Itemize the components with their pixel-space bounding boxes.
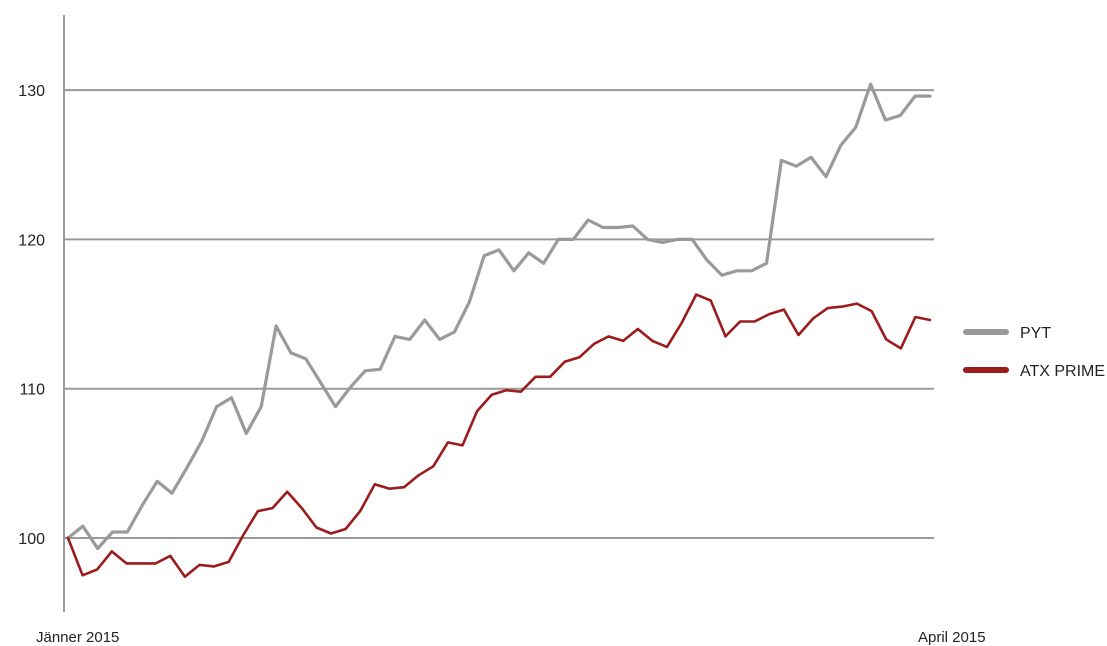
series-line-atx-prime [66,293,932,579]
y-tick-label-130: 130 [18,83,45,100]
legend-label-pyt: PYT [1020,325,1051,342]
y-tick-labels: 100 110 120 130 [18,83,45,548]
legend: PYT ATX PRIME [963,325,1105,380]
series-line-pyt [66,82,932,551]
legend-label-atx-prime: ATX PRIME [1020,363,1105,380]
gridlines [64,89,934,539]
y-tick-label-100: 100 [18,531,45,548]
x-axis-end-label: April 2015 [918,629,986,646]
y-tick-label-120: 120 [18,232,45,249]
y-tick-label-110: 110 [19,382,45,399]
x-axis-start-label: Jänner 2015 [36,629,119,646]
series-lines [66,82,932,579]
